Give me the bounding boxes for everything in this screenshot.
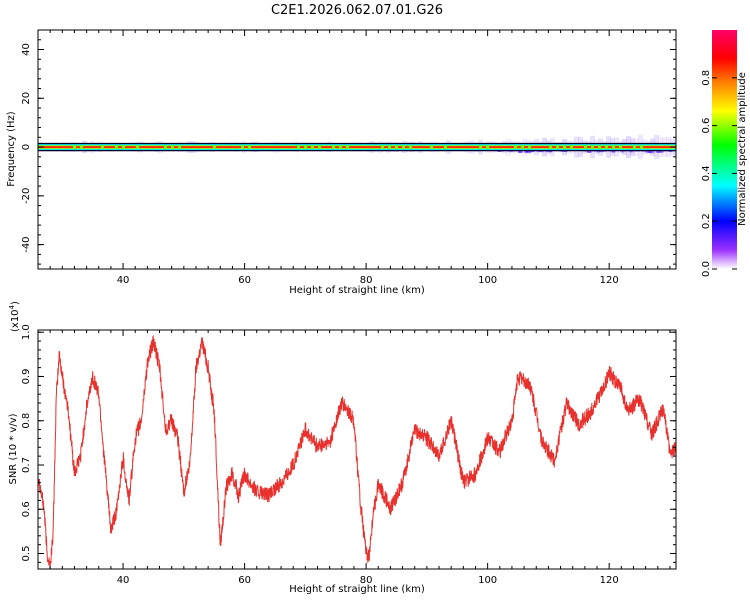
spectrogram-speckle: [486, 145, 489, 149]
spectrogram-speckle: [80, 145, 83, 149]
spectrogram-speckle: [584, 145, 587, 149]
spectrogram-y-tick-label: 20: [21, 92, 32, 105]
spectrogram-speckle: [332, 145, 335, 149]
snr-x-tick-label: 40: [117, 575, 130, 586]
snr-x-tick-label: 120: [600, 575, 619, 586]
spectrogram-speckle: [570, 145, 573, 149]
spectrogram-speckle: [619, 145, 622, 149]
spectrogram-speckle: [521, 145, 524, 149]
spectrogram-x-tick-label: 60: [238, 275, 251, 286]
spectrogram-speckle: [311, 145, 314, 149]
snr-y-tick-label: 0.9: [21, 369, 32, 385]
spectrogram-speckle: [136, 145, 139, 149]
spectrogram-x-tick-label: 40: [117, 275, 130, 286]
colorbar-gradient: [712, 30, 737, 269]
colorbar-tick-label: 0.2: [701, 213, 712, 229]
spectrogram-band: [38, 134, 676, 160]
spectrogram-speckle: [346, 145, 349, 149]
spectrogram-speckle: [633, 145, 636, 149]
spectrogram-speckle: [248, 145, 251, 149]
snr-y-tick-label: 0.5: [21, 546, 32, 562]
colorbar: 0.0 0.2 0.4 0.6 0.8 Normalized spectral ampl…: [701, 30, 748, 277]
colorbar-label: Normalized spectral amplitude: [737, 72, 748, 226]
snr-x-tick-label: 100: [478, 575, 497, 586]
snr-y-tick-label: 0.7: [21, 457, 32, 473]
spectrogram-speckle: [73, 145, 76, 149]
snr-y-scale-exponent: 4: [8, 304, 16, 309]
spectrogram-speckle: [556, 145, 559, 149]
spectrogram-speckle: [605, 145, 608, 149]
spectrogram-y-axis-label: Frequency (Hz): [6, 111, 17, 187]
spectrogram-x-tick-label: 100: [478, 275, 497, 286]
spectrogram-x-tick-label: 120: [600, 275, 619, 286]
spectrogram-speckle: [388, 145, 391, 149]
snr-ticks: 40 60 80 100 120 0.5 0.6 0.7 0.8 0.9 1.0: [21, 324, 676, 586]
spectrogram-speckle: [122, 145, 125, 149]
spectrogram-y-tick-label: 40: [21, 43, 32, 56]
spectrogram-speckle: [591, 145, 594, 149]
snr-y-axis-label: SNR (10 * v/v): [8, 413, 19, 484]
spectrogram-speckle: [514, 145, 517, 149]
snr-series-line: [38, 334, 676, 569]
spectrogram-x-axis-label: Height of straight line (km): [289, 285, 425, 296]
spectrogram-speckle: [444, 145, 447, 149]
colorbar-tick-label: 0.8: [701, 70, 712, 86]
spectrogram-speckle: [101, 145, 104, 149]
spectrogram-speckle: [381, 145, 384, 149]
spectrogram-speckle: [598, 145, 601, 149]
spectrogram-speckle: [178, 145, 181, 149]
spectrogram-speckle: [563, 145, 566, 149]
spectrogram-speckle: [304, 145, 307, 149]
spectrogram-y-tick-label: 0: [21, 144, 32, 150]
snr-y-tick-label: 0.6: [21, 501, 32, 517]
colorbar-ticks: 0.0 0.2 0.4 0.6 0.8: [701, 70, 737, 277]
snr-frame: [37, 329, 677, 570]
spectrogram-x-tick-label: 80: [360, 275, 373, 286]
spectrogram-band-layer: [38, 146, 676, 148]
snr-y-scale-prefix: (x10: [10, 309, 21, 332]
spectrogram-speckle: [318, 145, 321, 149]
spectrogram-speckle: [339, 145, 342, 149]
spectrogram-speckle: [171, 145, 174, 149]
spectrogram-speckle: [528, 145, 531, 149]
spectrogram-ticks: 40 60 80 100 120 -40 -20 0 20 40: [21, 29, 676, 286]
spectrogram-y-tick-label: -20: [21, 188, 32, 204]
spectrogram-speckle: [409, 145, 412, 149]
spectrogram-frame: [37, 29, 677, 270]
spectrogram-speckle: [213, 145, 216, 149]
spectrogram-speckle: [115, 145, 118, 149]
spectrogram-panel: 40 60 80 100 120 -40 -20 0 20 40 Height of straig…: [6, 29, 677, 296]
colorbar-tick-label: 0.6: [701, 118, 712, 134]
snr-panel: 40 60 80 100 120 0.5 0.6 0.7 0.8 0.9 1.0 Height of…: [8, 301, 677, 595]
spectrogram-speckle: [164, 145, 167, 149]
spectrogram-speckle: [640, 145, 643, 149]
snr-y-scale-label: (x104): [8, 301, 21, 332]
spectrogram-speckle: [395, 145, 398, 149]
snr-x-tick-label: 80: [360, 575, 373, 586]
spectrogram-speckle: [297, 145, 300, 149]
colorbar-tick-label: 0.4: [701, 165, 712, 181]
snr-y-tick-label: 1.0: [21, 324, 32, 340]
spectrogram-speckle: [402, 145, 405, 149]
snr-y-scale-suffix: ): [10, 301, 21, 305]
spectrogram-speckle: [612, 145, 615, 149]
spectrogram-y-tick-label: -40: [21, 236, 32, 252]
snr-x-axis-label: Height of straight line (km): [289, 584, 425, 595]
spectrogram-speckle: [549, 145, 552, 149]
spectrogram-speckle: [430, 145, 433, 149]
snr-x-tick-label: 60: [238, 575, 251, 586]
spectrogram-speckle: [241, 145, 244, 149]
spectrogram-speckle: [479, 145, 482, 149]
snr-y-tick-label: 0.8: [21, 413, 32, 429]
chart-title: C2E1.2026.062.07.01.G26: [271, 3, 443, 18]
colorbar-tick-label: 0.0: [701, 261, 712, 277]
